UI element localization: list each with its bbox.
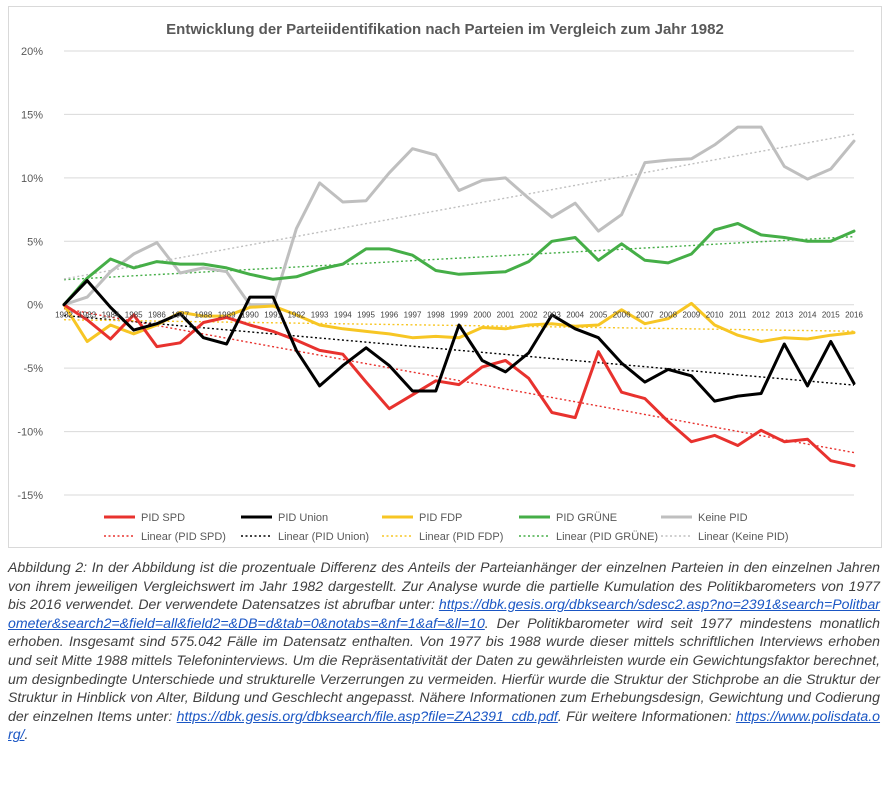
x-tick-label: 1989 bbox=[218, 311, 236, 320]
gridlines bbox=[64, 50, 854, 496]
x-tick-label: 2001 bbox=[497, 311, 515, 320]
x-tick-label: 1986 bbox=[148, 311, 166, 320]
x-tick-label: 1995 bbox=[357, 311, 375, 320]
legend-trend-label-pid-gruene: Linear (PID GRÜNE) bbox=[556, 531, 658, 543]
polisdata-link[interactable]: https://www.polisdata.org/ bbox=[8, 707, 881, 743]
x-tick-label: 1990 bbox=[241, 311, 259, 320]
x-tick-label: 1998 bbox=[427, 311, 445, 320]
dataset-link[interactable]: https://dbk.gesis.org/dbksearch/sdesc2.a… bbox=[8, 596, 880, 631]
y-tick-label: 20% bbox=[21, 46, 43, 58]
series-lines bbox=[62, 125, 856, 468]
caption-text-2: . Der Politikbarometer wird seit 1977 mi… bbox=[8, 614, 880, 724]
y-tick-label: 0% bbox=[27, 300, 43, 312]
y-tick-label: 5% bbox=[27, 236, 43, 248]
series-line-keine-pid bbox=[62, 125, 856, 307]
x-tick-label: 1983 bbox=[78, 311, 96, 320]
x-tick-label: 1992 bbox=[287, 311, 305, 320]
x-tick-label: 1999 bbox=[450, 311, 468, 320]
legend-trend-label-keine-pid: Linear (Keine PID) bbox=[698, 531, 789, 543]
x-tick-label: 2013 bbox=[775, 311, 793, 320]
trend-lines bbox=[63, 133, 855, 454]
legend-label-pid-fdp: PID FDP bbox=[419, 512, 462, 524]
x-tick-label: 2015 bbox=[822, 311, 840, 320]
legend-label-pid-spd: PID SPD bbox=[141, 512, 185, 524]
y-axis-ticks: 20% 15% 10% 5% 0% -5% -10% -15% bbox=[17, 46, 43, 502]
y-tick-label: -10% bbox=[17, 427, 43, 439]
caption-text-4: . bbox=[24, 726, 29, 743]
legend-trend-label-pid-fdp: Linear (PID FDP) bbox=[419, 531, 503, 543]
x-tick-label: 2007 bbox=[636, 311, 654, 320]
trend-line-pid-union bbox=[63, 314, 855, 386]
x-tick-label: 1994 bbox=[334, 311, 352, 320]
trend-line-pid-spd bbox=[63, 307, 855, 454]
x-tick-label: 1991 bbox=[264, 311, 282, 320]
x-tick-label: 2002 bbox=[520, 311, 538, 320]
line-chart: Entwicklung der Parteiidentifikation nac… bbox=[17, 21, 863, 543]
legend-trend-label-pid-spd: Linear (PID SPD) bbox=[141, 531, 226, 543]
legend-label-pid-union: PID Union bbox=[278, 512, 328, 524]
legend: PID SPD Linear (PID SPD) PID Union Linear (… bbox=[104, 512, 789, 543]
legend-trend-label-pid-union: Linear (PID Union) bbox=[278, 531, 369, 543]
x-tick-label: 2004 bbox=[566, 311, 584, 320]
x-tick-label: 1982 bbox=[55, 311, 73, 320]
chart-frame: Entwicklung der Parteiidentifikation nac… bbox=[8, 6, 882, 548]
x-tick-label: 2005 bbox=[590, 311, 608, 320]
x-tick-label: 2006 bbox=[613, 311, 631, 320]
x-tick-label: 2010 bbox=[706, 311, 724, 320]
x-tick-label: 1997 bbox=[404, 311, 422, 320]
trend-line-pid-gruene bbox=[63, 235, 855, 281]
x-tick-label: 1993 bbox=[311, 311, 329, 320]
caption-text-1: Abbildung 2: In der Abbildung ist die pr… bbox=[8, 559, 880, 613]
x-tick-label: 2012 bbox=[752, 311, 770, 320]
series-line-pid-union bbox=[62, 279, 856, 403]
x-tick-label: 2003 bbox=[543, 311, 561, 320]
y-tick-label: -15% bbox=[17, 490, 43, 502]
y-tick-label: 10% bbox=[21, 173, 43, 185]
x-tick-label: 2000 bbox=[473, 311, 491, 320]
series-line-pid-gruene bbox=[62, 222, 856, 307]
y-tick-label: 15% bbox=[21, 109, 43, 121]
x-tick-label: 2011 bbox=[729, 311, 747, 320]
x-tick-label: 1985 bbox=[125, 311, 143, 320]
chart-title: Entwicklung der Parteiidentifikation nac… bbox=[166, 21, 724, 38]
x-tick-label: 1988 bbox=[195, 311, 213, 320]
x-axis-ticks: 1982 1983 1984 1985 1986 1987 1988 1989 1990 1991… bbox=[55, 311, 863, 320]
caption-text-3: . Für weitere Informationen: bbox=[557, 707, 736, 724]
codebook-link[interactable]: https://dbk.gesis.org/dbksearch/file.asp… bbox=[176, 707, 558, 724]
x-tick-label: 1987 bbox=[171, 311, 189, 320]
legend-label-pid-gruene: PID GRÜNE bbox=[556, 512, 617, 524]
series-line-pid-fdp bbox=[62, 301, 856, 343]
x-tick-label: 2008 bbox=[659, 311, 677, 320]
legend-label-keine-pid: Keine PID bbox=[698, 512, 748, 524]
x-tick-label: 1984 bbox=[102, 311, 120, 320]
x-tick-label: 2009 bbox=[682, 311, 700, 320]
trend-line-keine-pid bbox=[63, 133, 855, 280]
figure-caption: Abbildung 2: In der Abbildung ist die pr… bbox=[8, 558, 880, 744]
y-tick-label: -5% bbox=[23, 363, 43, 375]
x-tick-label: 2014 bbox=[799, 311, 817, 320]
x-tick-label: 2016 bbox=[845, 311, 863, 320]
x-tick-label: 1996 bbox=[380, 311, 398, 320]
